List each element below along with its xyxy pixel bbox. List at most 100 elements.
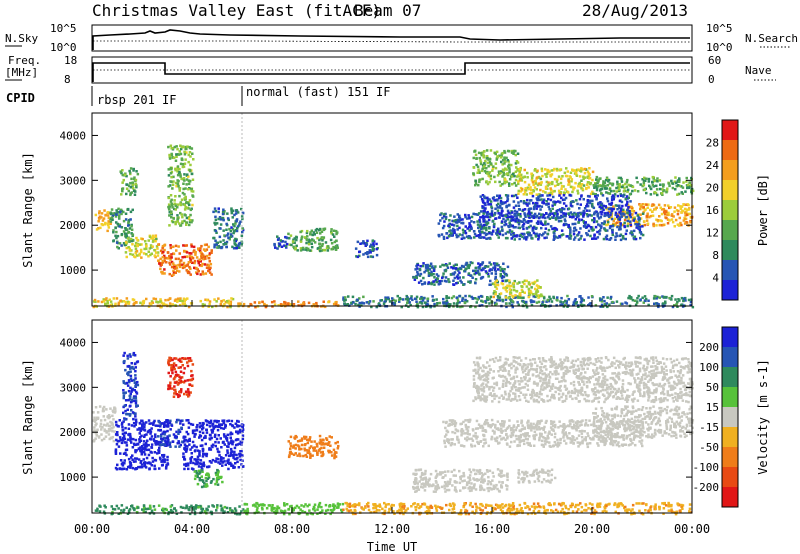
velocity-cell — [227, 442, 230, 446]
power-cell — [147, 255, 150, 258]
power-cell — [122, 210, 125, 214]
power-cell — [658, 223, 662, 227]
power-cell — [543, 305, 547, 308]
power-cell — [618, 206, 621, 209]
velocity-cell — [145, 421, 148, 424]
power-cell — [459, 266, 462, 270]
power-cell — [663, 209, 666, 213]
power-cell — [168, 208, 171, 211]
velocity-cell — [128, 397, 132, 401]
power-cell — [461, 305, 464, 308]
power-cell — [498, 299, 501, 302]
power-cell — [510, 151, 514, 154]
velocity-cell — [165, 443, 169, 446]
power-cell — [477, 151, 481, 155]
power-cell — [520, 179, 524, 182]
power-cell — [175, 145, 178, 148]
power-cell — [474, 271, 478, 275]
power-cell — [456, 305, 459, 308]
velocity-cell — [179, 370, 183, 373]
power-cell — [222, 239, 225, 242]
power-cell — [530, 291, 533, 294]
power-cell — [503, 181, 507, 184]
power-cell — [552, 238, 555, 241]
power-cell — [508, 229, 512, 232]
power-cell — [675, 209, 679, 212]
velocity-cell — [229, 461, 232, 465]
power-cell — [605, 207, 608, 211]
power-cell — [184, 158, 187, 161]
velocity-cell — [112, 425, 115, 429]
power-cell — [326, 249, 330, 252]
power-cell — [174, 271, 177, 274]
freq-label-1: Freq. — [8, 54, 41, 67]
power-cell — [181, 266, 185, 270]
power-cell — [511, 294, 514, 298]
power-cell — [495, 287, 499, 290]
velocity-cell — [124, 448, 128, 452]
power-cell — [582, 209, 585, 213]
velocity-cell — [229, 447, 233, 451]
power-cell — [224, 242, 228, 245]
power-cell — [238, 222, 241, 225]
velocity-cell — [167, 371, 170, 375]
velocity-cell — [125, 441, 128, 444]
power-cell — [209, 262, 213, 266]
power-cell — [607, 191, 610, 195]
power-cell — [532, 231, 536, 235]
power-cell — [472, 156, 475, 160]
power-cell — [494, 166, 498, 170]
power-cell — [282, 303, 285, 306]
power-cell — [522, 222, 526, 225]
power-cell — [371, 246, 375, 250]
power-cell — [523, 208, 527, 211]
velocity-cell — [223, 435, 226, 438]
power-cell — [191, 203, 194, 207]
power-cell — [638, 223, 641, 227]
power-cell — [593, 186, 596, 189]
velocity-cell — [226, 419, 229, 423]
power-cell — [586, 175, 590, 179]
power-cell — [478, 230, 481, 233]
power-cell — [163, 268, 166, 271]
power-cell — [503, 156, 506, 159]
power-cell — [622, 208, 625, 212]
power-cell — [512, 282, 516, 285]
power-cell — [367, 251, 370, 255]
power-cell — [127, 189, 130, 193]
power-cell — [485, 271, 488, 275]
power-cell — [494, 207, 497, 210]
power-cell — [479, 223, 482, 226]
velocity-cell — [134, 412, 137, 416]
velocity-cell — [205, 479, 208, 483]
power-cell — [312, 303, 315, 306]
power-cell — [582, 304, 586, 307]
power-cell — [213, 298, 216, 301]
power-cell — [464, 268, 467, 271]
power-cell — [554, 212, 557, 215]
power-cell — [633, 217, 636, 221]
power-cell — [619, 302, 623, 306]
power-cell — [477, 262, 480, 265]
power-cell — [387, 297, 390, 301]
power-cell — [494, 277, 497, 281]
velocity-cell — [177, 428, 180, 432]
power-cell — [110, 216, 114, 219]
power-cell — [170, 274, 174, 277]
velocity-cell — [185, 393, 189, 396]
velocity-cell — [194, 458, 198, 461]
velocity-cell — [234, 443, 238, 447]
power-cell — [210, 251, 213, 254]
power-cell — [492, 165, 495, 168]
power-cell — [276, 235, 279, 238]
velocity-cell — [178, 375, 181, 378]
velocity-echo-region — [287, 434, 340, 460]
velocity-cell — [94, 437, 97, 440]
velocity-cell — [185, 438, 188, 442]
nsky-panel: N.Sky 10^5 10^0 10^5 10^0 N.Search — [5, 22, 798, 54]
power-cell — [197, 248, 200, 252]
power-cell — [583, 171, 587, 175]
power-cell — [594, 304, 598, 307]
power-cell — [541, 223, 545, 226]
power-cell — [512, 206, 516, 209]
